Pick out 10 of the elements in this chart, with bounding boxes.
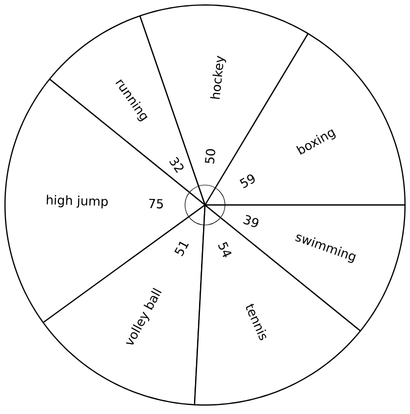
slice-label: hockey	[210, 56, 226, 99]
data-label: 39	[243, 215, 258, 228]
slice-label: tennis	[246, 304, 266, 340]
data-label: 50	[204, 149, 216, 164]
data-label: 75	[149, 198, 163, 208]
data-label: 32	[169, 156, 184, 173]
slice-label: high jump	[46, 194, 108, 208]
data-label: 51	[174, 242, 189, 256]
data-label: 54	[218, 242, 232, 258]
data-label: 59	[240, 174, 255, 188]
